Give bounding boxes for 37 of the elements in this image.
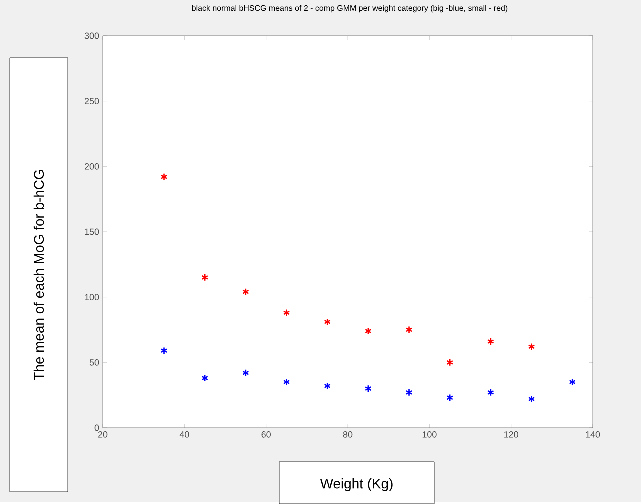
y-axis-title: The mean of each MoG for b-hCG: [34, 170, 44, 380]
x-tick-label: 120: [504, 431, 518, 438]
point: [283, 309, 290, 317]
point: [569, 378, 576, 386]
x-axis-title: Weight (Kg): [320, 478, 393, 492]
x-tick-label: 100: [422, 431, 437, 438]
point: [160, 346, 168, 355]
x-tick-label: 80: [343, 431, 353, 438]
point: [324, 382, 332, 390]
point: [406, 388, 413, 396]
point: [446, 358, 454, 366]
x-tick-label: 140: [586, 431, 600, 438]
y-tick-label: 50: [90, 359, 100, 366]
x-tick-label: 60: [262, 431, 271, 438]
y-tick-label: 300: [84, 32, 100, 40]
y-tick-label: 100: [85, 294, 100, 300]
point: [160, 173, 168, 181]
point: [365, 384, 372, 393]
point: [283, 378, 290, 386]
y-tick-label: 150: [85, 228, 100, 236]
point: [202, 374, 209, 382]
point: [365, 327, 372, 336]
point: [406, 326, 413, 334]
x-tick-label: 20: [98, 431, 108, 438]
x-tick-label: 40: [180, 431, 190, 438]
point: [528, 395, 536, 403]
point: [488, 388, 494, 396]
y-tick-label: 250: [84, 98, 100, 104]
y-tick-label: 200: [84, 163, 100, 170]
point: [242, 288, 250, 296]
point: [242, 369, 250, 377]
y-tick-label: 0: [94, 424, 100, 432]
point: [528, 343, 536, 351]
point: [324, 318, 332, 326]
point: [488, 338, 494, 346]
point: [202, 274, 209, 282]
point: [446, 394, 454, 402]
